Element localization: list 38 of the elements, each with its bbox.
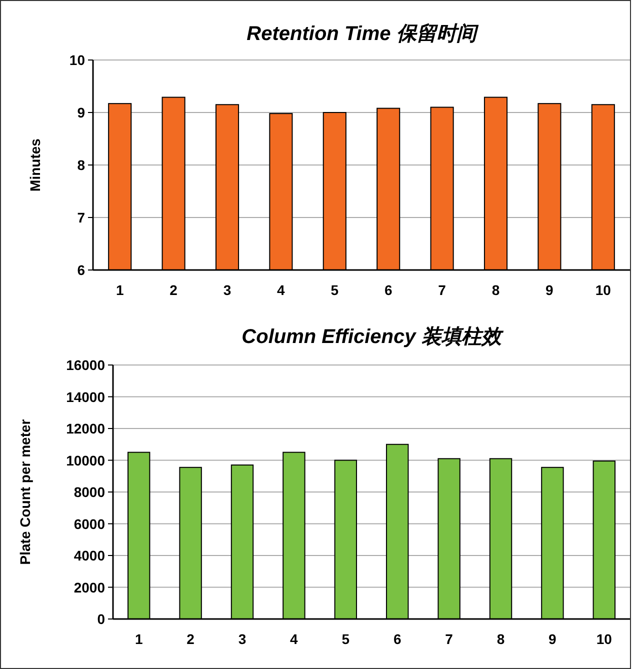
x-tick-label: 1 xyxy=(116,282,124,298)
y-tick-label: 6 xyxy=(77,262,86,278)
y-axis-title: Minutes xyxy=(27,138,43,192)
y-tick-label: 10 xyxy=(69,52,86,68)
x-tick-label: 6 xyxy=(393,631,402,647)
y-tick-label: 8000 xyxy=(74,484,106,500)
x-tick-label: 5 xyxy=(342,631,350,647)
y-tick-label: 14000 xyxy=(66,388,106,405)
y-tick-label: 0 xyxy=(97,611,106,627)
x-tick-label: 8 xyxy=(496,631,505,647)
x-tick-label: 5 xyxy=(330,282,339,298)
x-tick-label: 1 xyxy=(134,631,143,647)
chart-title: Retention Time 保留时间 xyxy=(246,23,480,45)
x-tick-label: 7 xyxy=(445,631,454,647)
y-tick-label: 16000 xyxy=(66,357,106,373)
y-tick-label: 9 xyxy=(77,104,86,120)
y-tick-label: 4000 xyxy=(74,548,106,564)
x-tick-label: 6 xyxy=(384,282,392,298)
y-tick-label: 10000 xyxy=(66,452,106,468)
y-tick-label: 2000 xyxy=(74,579,106,596)
x-tick-label: 4 xyxy=(277,282,286,298)
x-tick-label: 7 xyxy=(438,282,446,298)
y-tick-label: 7 xyxy=(77,210,86,226)
x-tick-label: 10 xyxy=(595,282,612,298)
y-tick-label: 12000 xyxy=(66,420,106,436)
x-tick-label: 10 xyxy=(596,631,612,647)
x-tick-label: 4 xyxy=(290,631,298,647)
x-tick-label: 3 xyxy=(223,282,232,298)
x-tick-label: 9 xyxy=(548,631,557,647)
y-tick-label: 6000 xyxy=(74,516,106,532)
y-axis-title: Plate Count per meter xyxy=(17,418,33,565)
x-tick-label: 8 xyxy=(492,282,500,298)
x-tick-label: 9 xyxy=(546,282,554,298)
x-tick-label: 2 xyxy=(170,282,178,298)
y-tick-label: 8 xyxy=(77,157,86,173)
x-tick-label: 2 xyxy=(186,631,195,647)
chart-title: Column Efficiency 装填柱效 xyxy=(242,326,504,348)
x-tick-label: 3 xyxy=(238,631,246,647)
